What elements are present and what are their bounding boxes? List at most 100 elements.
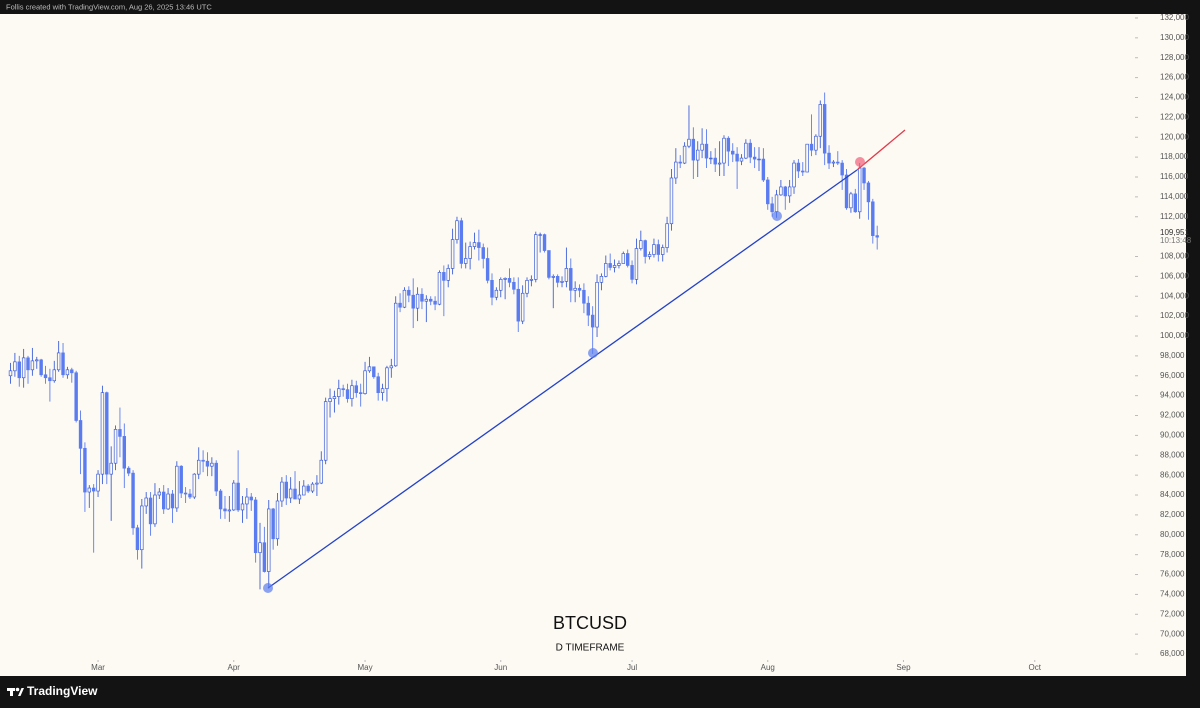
candle-body [170,493,175,509]
candle-body [148,497,153,525]
candle-body [78,420,83,449]
x-tick-label: Apr [228,663,241,672]
candle-body [739,157,744,162]
y-tick-label: 70,000 [1160,629,1185,638]
candle-body [748,142,752,158]
candle-body [604,263,608,277]
candle-body [875,235,879,238]
candle-body [691,138,696,161]
candle-body [512,281,516,290]
candle-body [358,392,363,394]
candle-body [796,162,801,172]
candle-body [179,465,183,494]
candle-body [275,500,280,540]
candle-body [612,265,617,268]
candle-body [332,396,337,399]
candle-body [678,161,682,164]
candles [8,92,879,590]
candle-body [83,447,87,493]
candle-body [157,491,162,496]
candle-body [713,157,717,165]
y-tick-label: 94,000 [1160,391,1185,400]
candle-body [836,161,840,164]
candle-body [35,359,39,362]
candle-body [551,276,555,278]
candle-body [310,483,315,492]
candle-body [577,287,582,291]
candle-body [801,170,805,173]
y-tick-label: 104,000 [1160,291,1189,300]
candle-body [429,298,433,302]
y-tick-label: 122,000 [1160,112,1189,121]
candle-body [459,220,464,264]
candle-body [639,240,643,249]
candle-body [731,150,735,155]
candle-body [39,359,43,376]
candle-body [328,398,332,402]
candle-body [814,135,818,151]
candle-body [183,492,188,495]
candle-body [65,369,70,376]
candle-body [192,473,197,498]
candle-body [249,496,253,501]
candle-body [306,485,310,492]
y-tick-label: 108,000 [1160,252,1189,261]
candle-body [490,280,494,298]
x-tick-label: Sep [896,663,911,672]
x-tick-label: Jun [494,663,507,672]
touch-point [263,583,273,593]
candle-body [757,158,761,161]
candle-body [446,268,450,281]
candle-body [608,263,612,268]
candle-body [385,367,389,390]
candle-body [660,247,665,255]
y-tick-label: 84,000 [1160,490,1185,499]
candle-body [131,472,135,529]
candle-body [766,179,770,205]
candle-body [520,292,525,322]
candle-body [214,462,218,492]
chart-title: BTCUSD [553,613,627,633]
candle-body [293,488,297,500]
candle-body [144,497,148,507]
touch-point [772,211,782,221]
candle-body [464,258,468,264]
candle-body [43,374,48,379]
y-tick-label: 88,000 [1160,450,1185,459]
header-text: Follis created with TradingView.com, Aug… [6,2,212,11]
candle-body [280,481,284,502]
candle-body [831,161,836,164]
y-tick-label: 72,000 [1160,609,1185,618]
y-tick-label: 126,000 [1160,73,1189,82]
candle-body [534,234,538,280]
candle-body [704,143,709,159]
candle-body [547,250,551,278]
candle-body [407,289,411,296]
candle-body [849,193,853,209]
candle-body [792,162,796,188]
y-tick-label: 102,000 [1160,311,1189,320]
candle-body [297,494,302,500]
y-tick-label: 74,000 [1160,590,1185,599]
candle-body [201,459,205,462]
candle-body [717,162,722,165]
candle-body [630,265,634,280]
y-tick-label: 80,000 [1160,530,1185,539]
candle-body [118,429,122,437]
candle-body [161,491,166,510]
candle-body [472,242,477,247]
candle-body [634,248,639,280]
candle-body [380,388,385,394]
candle-body [262,542,267,572]
candle-body [617,263,621,266]
candle-body [245,496,249,505]
candle-body [569,268,573,291]
candle-body [52,369,56,382]
candle-body [586,302,590,316]
candle-body [402,289,407,308]
x-tick-label: Jul [627,663,637,672]
candle-body [871,201,875,236]
candle-body [450,239,455,269]
candle-body [323,401,328,461]
candle-body [236,482,240,511]
